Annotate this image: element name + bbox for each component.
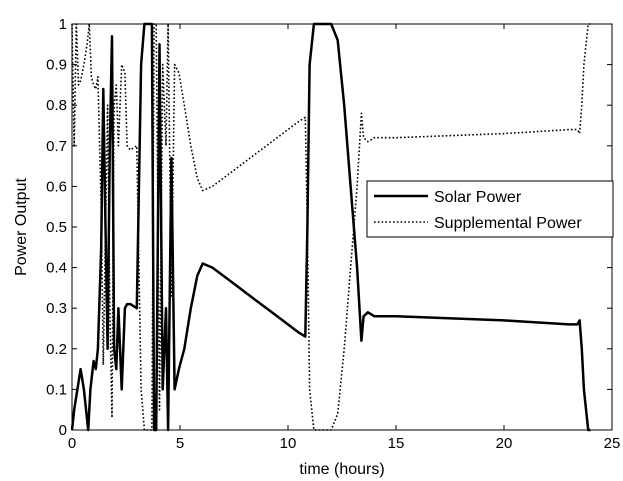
legend-label-supplemental-power: Supplemental Power [434,215,582,232]
series-solar-power [70,22,591,432]
legend-label-solar-power: Solar Power [434,189,522,206]
y-tick-label: 0.3 [46,300,67,317]
x-tick-label: 0 [68,435,76,452]
y-tick-label: 0.6 [46,178,67,195]
series-layer [70,22,591,432]
x-tick-label: 15 [388,435,405,452]
x-axis-label: time (hours) [299,461,384,478]
y-tick-label: 0.7 [46,138,67,155]
y-tick-label: 0.5 [46,219,67,236]
y-axis-label: Power Output [13,178,30,276]
x-tick-label: 5 [176,435,184,452]
legend-box [366,180,614,238]
legend: Solar Power Supplemental Power [366,180,614,238]
y-tick-label: 1 [59,16,67,33]
series-supplemental-power [71,23,591,431]
y-tick-label: 0.4 [46,260,67,277]
ticks-layer: 0 5 10 15 20 25 0 0.1 0.2 0.3 0.4 0.5 0.6 0.7 0.8 0.9 1 [46,16,620,452]
y-tick-label: 0.2 [46,341,67,358]
y-tick-label: 0.1 [46,381,67,398]
x-tick-label: 20 [496,435,513,452]
x-tick-label: 25 [604,435,621,452]
y-tick-label: 0.8 [46,97,67,114]
y-tick-label: 0 [59,422,67,439]
y-tick-label: 0.9 [46,57,67,74]
x-tick-label: 10 [280,435,297,452]
